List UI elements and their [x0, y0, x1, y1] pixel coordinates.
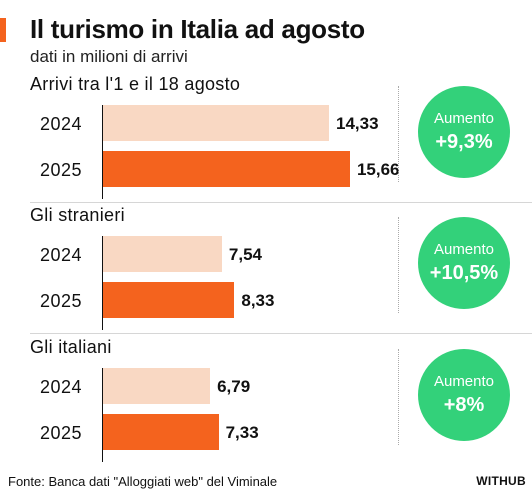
increase-badge: Aumento +10,5% [418, 217, 510, 309]
data-label: 6,79 [217, 377, 251, 396]
year-label: 2025 [40, 291, 83, 311]
data-label: 7,33 [225, 423, 259, 442]
year-label: 2025 [40, 423, 83, 443]
source-note: Fonte: Banca dati "Alloggiati web" del V… [8, 474, 278, 489]
year-label: 2025 [40, 160, 83, 180]
section-divider [30, 333, 532, 334]
badge-label: Aumento [433, 241, 495, 258]
bar-2024 [103, 236, 222, 272]
data-label: 7,54 [228, 245, 262, 264]
bar-2025 [103, 151, 350, 187]
brand-logo: WITHUB [476, 474, 526, 488]
bar-2024 [103, 368, 211, 404]
section-title: Arrivi tra l'1 e il 18 agosto [30, 74, 241, 94]
axis-line [102, 368, 103, 462]
data-label: 14,33 [336, 114, 379, 133]
column-divider [398, 349, 399, 445]
year-label: 2024 [40, 114, 83, 134]
badge-value: +9,3% [435, 131, 493, 153]
title-accent-bar [0, 18, 6, 42]
badge-value: +10,5% [429, 262, 499, 284]
section-title: Gli stranieri [30, 205, 125, 225]
increase-badge: Aumento +9,3% [418, 86, 510, 178]
bar-2025 [103, 414, 219, 450]
bar-2024 [103, 105, 329, 141]
chart-title: Il turismo in Italia ad agosto [30, 14, 365, 44]
axis-line [102, 105, 103, 199]
section-title: Gli italiani [30, 337, 112, 357]
year-label: 2024 [40, 377, 83, 397]
badge-label: Aumento [433, 110, 495, 127]
increase-badge: Aumento +8% [418, 349, 510, 441]
year-label: 2024 [40, 245, 83, 265]
badge-value: +8% [443, 394, 485, 416]
section-divider [30, 202, 532, 203]
bar-2025 [103, 282, 235, 318]
column-divider [398, 86, 399, 182]
chart-subtitle: dati in milioni di arrivi [30, 47, 188, 66]
badge-label: Aumento [433, 373, 495, 390]
column-divider [398, 217, 399, 313]
data-label: 8,33 [241, 291, 275, 310]
axis-line [102, 236, 103, 330]
data-label: 15,66 [356, 160, 400, 179]
